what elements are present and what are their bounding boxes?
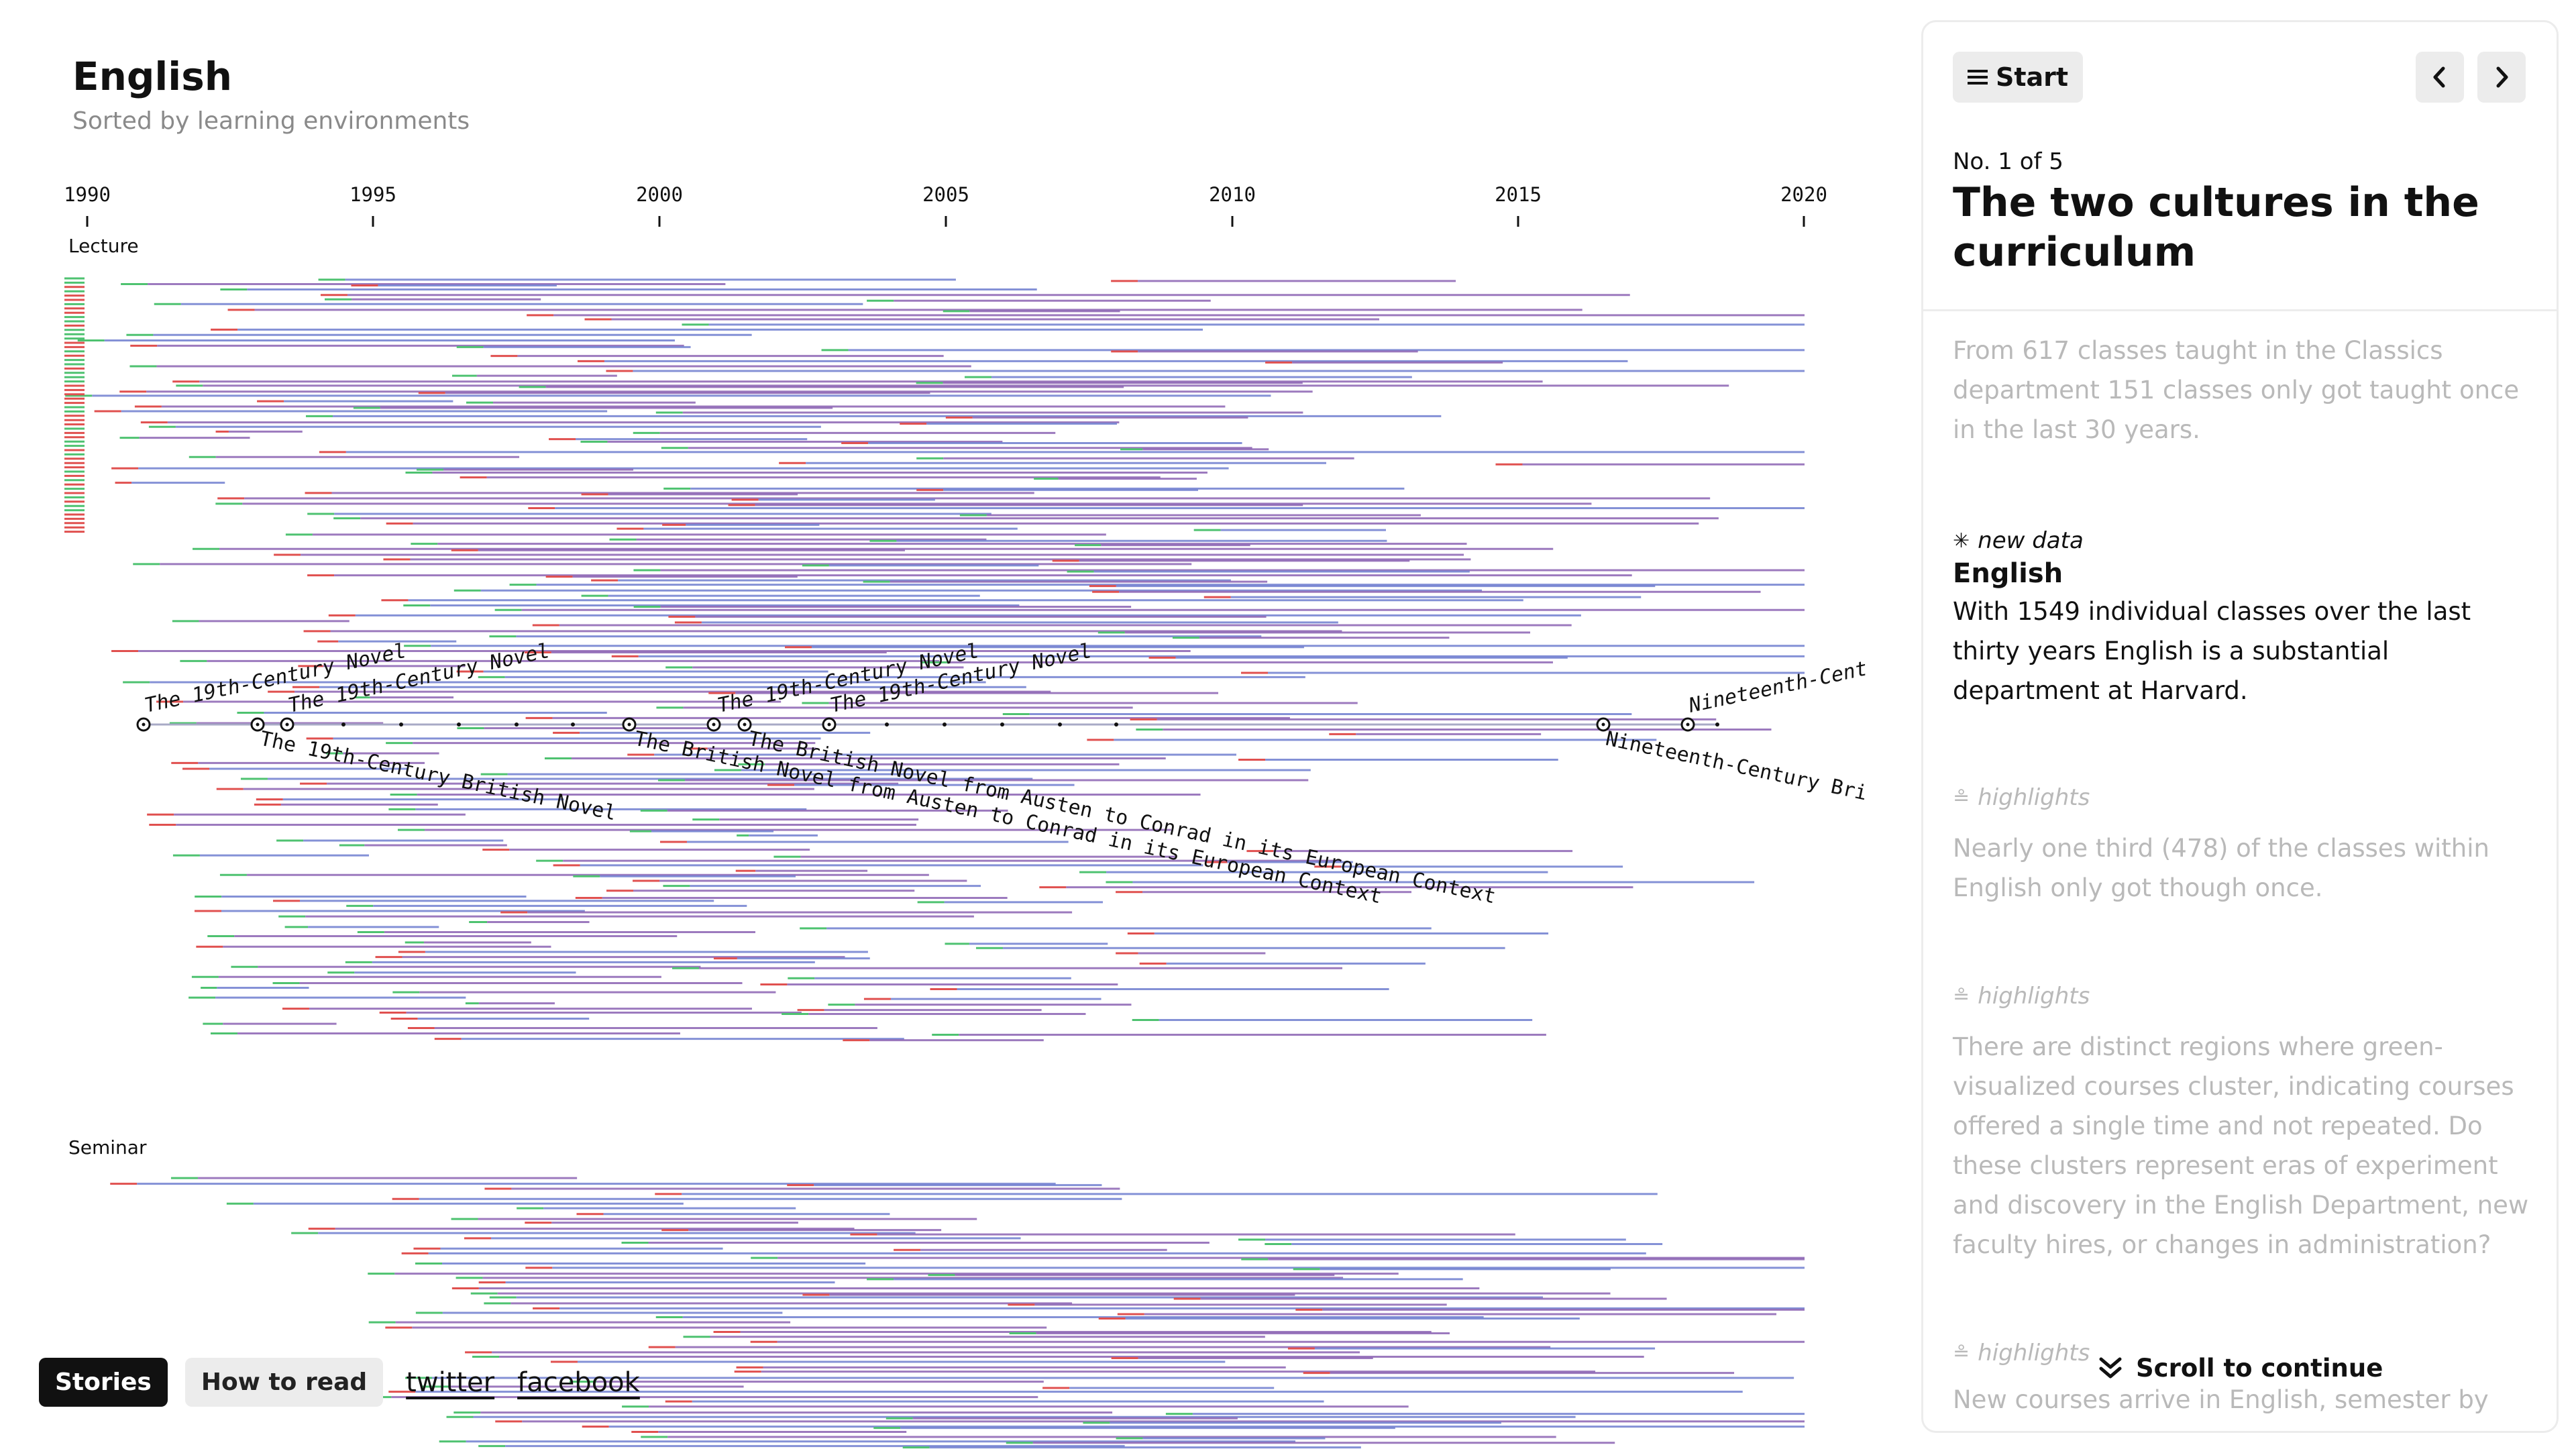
page-subtitle: Sorted by learning environments <box>72 107 470 135</box>
story-title: The two cultures in the curriculum <box>1953 179 2479 276</box>
course-offering-dot <box>1114 722 1118 727</box>
year-tick-label: 2005 <box>922 183 969 206</box>
scroll-to-continue-label: Scroll to continue <box>2136 1354 2383 1383</box>
facebook-link[interactable]: facebook <box>517 1366 640 1398</box>
chevron-left-icon <box>2433 66 2445 88</box>
course-timeline-visualization[interactable]: 1990 1995 2000 2005 2010 2015 2020 Lecture Semin… <box>0 161 1905 1449</box>
highlights-tag-2-label: highlights <box>1978 983 2090 1010</box>
year-tick-label: 2000 <box>636 183 683 206</box>
menu-icon <box>1968 70 1988 85</box>
highlights-icon: ≗ <box>1953 786 1970 810</box>
course-offering-dot <box>1000 722 1004 727</box>
how-to-read-button[interactable]: How to read <box>184 1358 384 1407</box>
course-offering-dot <box>1715 722 1719 727</box>
stories-button[interactable]: Stories <box>39 1358 168 1407</box>
course-offering-dot <box>399 722 403 727</box>
highlights-tag-3: ≗ highlights <box>1953 1340 2530 1366</box>
course-title-label: The 19th-Century British Novel <box>258 727 618 826</box>
story-panel-body: From 617 classes taught in the Classics … <box>1953 331 2530 1419</box>
year-tick-label: 2010 <box>1209 183 1256 206</box>
asterisk-icon: ✳ <box>1953 529 1970 553</box>
highlights-tag-3-label: highlights <box>1978 1340 2090 1366</box>
course-offering-dot <box>515 722 519 727</box>
highlights-paragraph-1: Nearly one third (478) of the classes wi… <box>1953 834 2489 902</box>
double-chevron-down-icon <box>2099 1357 2122 1378</box>
highlights-paragraph-3: New courses arrive in English, semester … <box>1953 1385 2489 1414</box>
chevron-right-icon <box>2496 66 2508 88</box>
year-tick-label: 2020 <box>1780 183 1827 206</box>
section-label: Seminar <box>68 1136 147 1159</box>
course-offering-dot <box>1601 722 1605 727</box>
scroll-to-continue[interactable]: Scroll to continue <box>2097 1351 2390 1385</box>
twitter-link[interactable]: twitter <box>406 1366 495 1398</box>
course-title-label: Nineteenth-Cent <box>1686 657 1869 718</box>
highlights-paragraph-2: There are distinct regions where green-v… <box>1953 1032 2529 1259</box>
course-timeline-svg[interactable]: 1990 1995 2000 2005 2010 2015 2020 Lecture Semin… <box>0 161 1905 1449</box>
entry-title: English <box>1953 558 2063 589</box>
start-button-label: Start <box>1996 62 2069 92</box>
year-tick-label: 1995 <box>350 183 396 206</box>
next-story-button[interactable] <box>2477 52 2526 103</box>
highlights-tag-2: ≗ highlights <box>1953 983 2530 1010</box>
page-title: English <box>72 54 233 99</box>
course-offering-dot <box>885 722 889 727</box>
course-offering-dot <box>1058 722 1062 727</box>
story-panel: Start No. 1 of 5 The two cultures in the… <box>1921 20 2559 1433</box>
course-offering-dot <box>1686 722 1690 727</box>
highlights-tag-1-label: highlights <box>1978 784 2090 811</box>
course-offering-dot <box>627 722 631 727</box>
course-offering-dot <box>256 722 260 727</box>
entry-paragraph: With 1549 individual classes over the la… <box>1953 597 2471 705</box>
section-label: Lecture <box>68 235 139 257</box>
year-tick-label: 1990 <box>64 183 111 206</box>
highlights-icon: ≗ <box>1953 1341 1970 1365</box>
story-counter: No. 1 of 5 <box>1953 148 2063 175</box>
course-offering-dot <box>341 722 345 727</box>
course-offering-dot <box>827 722 831 727</box>
course-offering-dot <box>285 722 289 727</box>
new-data-tag-label: new data <box>1978 527 2084 554</box>
year-tick-label: 2015 <box>1495 183 1542 206</box>
highlights-icon: ≗ <box>1953 984 1970 1008</box>
course-offering-dot <box>743 722 747 727</box>
intro-paragraph: From 617 classes taught in the Classics … <box>1953 336 2520 444</box>
start-button[interactable]: Start <box>1953 52 2084 103</box>
course-offering-dot <box>142 722 146 727</box>
course-offering-dot <box>943 722 947 727</box>
story-panel-header: Start No. 1 of 5 The two cultures in the… <box>1923 22 2557 311</box>
course-title-label: Nineteenth-Century Bri <box>1603 727 1869 806</box>
course-offering-dot <box>571 722 575 727</box>
highlights-tag-1: ≗ highlights <box>1953 784 2530 811</box>
bottom-navigation: Stories How to read twitter facebook <box>39 1358 640 1407</box>
previous-story-button[interactable] <box>2416 52 2464 103</box>
new-data-tag: ✳ new data <box>1953 527 2530 554</box>
course-offering-dot <box>457 722 461 727</box>
course-offering-dot <box>712 722 716 727</box>
